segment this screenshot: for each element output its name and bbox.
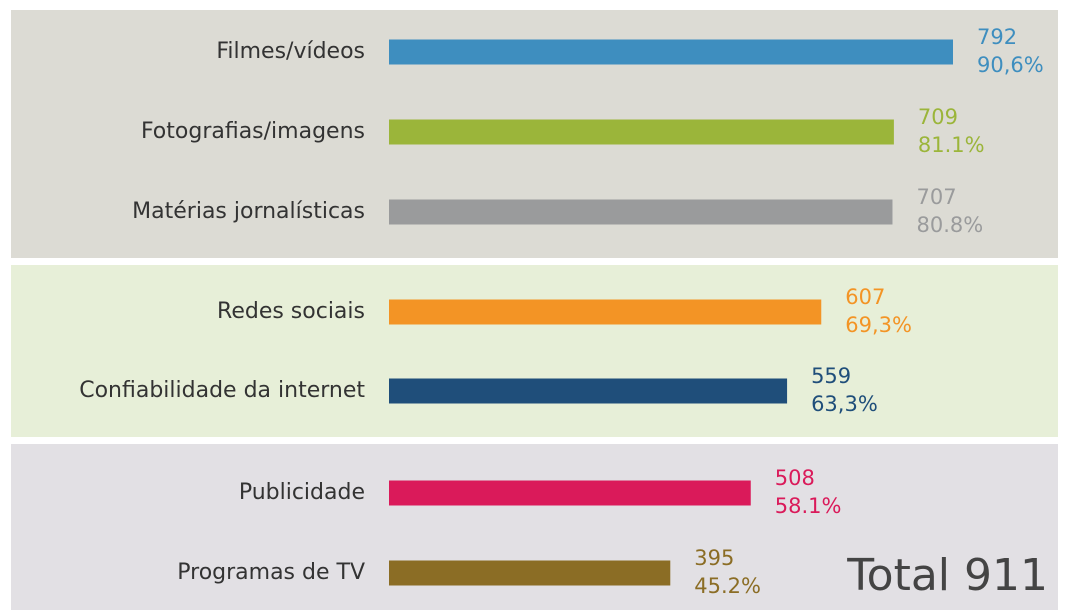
category-label: Matérias jornalísticas	[132, 199, 365, 224]
percent-label: 90,6%	[977, 53, 1044, 77]
category-label: Filmes/vídeos	[216, 39, 365, 64]
category-label: Fotografias/imagens	[141, 119, 365, 144]
value-label: 559	[811, 364, 851, 388]
bar	[389, 560, 671, 586]
group-panel	[11, 265, 1058, 437]
category-label: Publicidade	[239, 480, 365, 505]
category-label: Confiabilidade da internet	[79, 378, 365, 403]
value-label: 792	[977, 25, 1017, 49]
value-label: 709	[918, 105, 958, 129]
bar	[389, 119, 894, 145]
percent-label: 80.8%	[916, 213, 983, 237]
category-label: Redes sociais	[217, 299, 365, 324]
value-label: 707	[916, 185, 956, 209]
value-label: 607	[845, 285, 885, 309]
bar	[389, 480, 751, 506]
value-label: 508	[775, 466, 815, 490]
percent-label: 58.1%	[775, 494, 842, 518]
total-annotation: Total 911	[846, 550, 1048, 601]
bar	[389, 199, 893, 225]
percent-label: 45.2%	[694, 574, 761, 598]
category-label: Programas de TV	[177, 560, 365, 585]
bar	[389, 299, 822, 325]
percent-label: 81.1%	[918, 133, 985, 157]
bar	[389, 39, 953, 65]
bar	[389, 378, 788, 404]
percent-label: 69,3%	[845, 313, 912, 337]
percent-label: 63,3%	[811, 392, 878, 416]
value-label: 395	[694, 546, 734, 570]
